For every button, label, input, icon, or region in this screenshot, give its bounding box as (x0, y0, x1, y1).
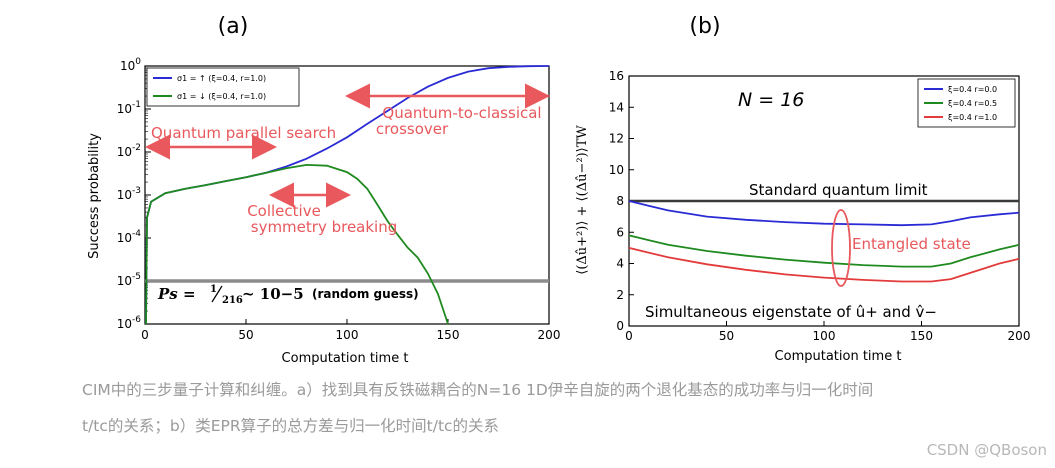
chart-a-xlabel: Computation time t (282, 351, 409, 366)
chart-a-ytick-label: 10-1 (117, 100, 141, 116)
chart-b-xlabel: Computation time t (775, 349, 902, 364)
annotation-eigenstate: Simultaneous eigenstate of û+ and v̂− (645, 303, 937, 321)
random-guess-formula: Ps = 1 216 ~ 10−5 (random guess) (157, 284, 419, 306)
chart-b-series-line-3 (628, 247, 1020, 283)
legend-b-item-2: ξ=0.4 r=0.5 (948, 99, 997, 108)
annotation-collective: Collective (247, 202, 321, 220)
formula-numerator: 1 (210, 284, 217, 295)
chart-a-ytick-label: 10-2 (117, 143, 141, 159)
legend-b-item-3: ξ=0.4 r=1.0 (948, 113, 997, 122)
chart-b-xtick-label: 50 (719, 329, 734, 343)
annotation-crossover-2: crossover (376, 120, 449, 138)
chart-b-ytick-label: 10 (609, 163, 624, 177)
annotation-symmetry-breaking: symmetry breaking (251, 218, 398, 236)
annotation-parallel-search: Quantum parallel search (151, 124, 336, 142)
chart-b-series-line-1 (628, 200, 1020, 227)
annotation-sql: Standard quantum limit (749, 181, 928, 199)
chart-b-xtick-label: 100 (813, 329, 836, 343)
chart-b-ylabel: ⟨(Δû+²)⟩ + ⟨(Δû−²)⟩TW (575, 125, 590, 275)
chart-b-ytick-label: 14 (609, 100, 624, 114)
legend-a-item-2: σ1 = ↓ (ξ=0.4, r=1.0) (177, 92, 266, 101)
chart-b-xtick-label: 0 (625, 329, 633, 343)
formula-note: (random guess) (312, 287, 419, 301)
chart-b: 0 50 100 150 200 0 2 4 6 8 10 12 14 16 N = 16 Standar… (575, 69, 1030, 364)
panel-label-b: (b) (689, 14, 720, 39)
caption-line-2: t/tc的关系；b）类EPR算子的总方差与归一化时间t/tc的关系 (82, 417, 500, 435)
formula-denominator: 216 (222, 295, 243, 306)
chart-b-ytick-label: 16 (609, 69, 624, 83)
chart-a-ylabel: Success probability (87, 133, 102, 259)
panel-label-a: (a) (218, 14, 249, 39)
chart-a-series (145, 65, 550, 325)
chart-b-ytick-label: 0 (616, 319, 624, 333)
chart-a-series-line-2 (145, 163, 449, 325)
chart-b-ytick-label: 6 (616, 225, 624, 239)
chart-b-ytick-label: 2 (616, 288, 624, 302)
chart-a-ytick-label: 10-3 (117, 186, 141, 202)
chart-a-legend: σ1 = ↑ (ξ=0.4, r=1.0) σ1 = ↓ (ξ=0.4, r=1… (146, 67, 300, 107)
chart-b-series-line-2 (628, 234, 1020, 268)
chart-b-ytick-label: 4 (616, 257, 624, 271)
chart-a-xtick-label: 50 (238, 328, 253, 342)
caption-line-1: CIM中的三步量子计算和纠缠。a）找到具有反铁磁耦合的N=16 1D伊辛自旋的两… (82, 381, 874, 399)
chart-b-xtick-label: 150 (910, 329, 933, 343)
annotation-crossover-1: Quantum-to-classical (382, 104, 541, 122)
chart-a-xtick-label: 0 (141, 328, 149, 342)
formula-lhs: Ps = (157, 285, 196, 303)
watermark: CSDN @QBoson (926, 441, 1047, 459)
formula-rhs: ~ 10−5 (242, 285, 304, 303)
legend-a-item-1: σ1 = ↑ (ξ=0.4, r=1.0) (177, 74, 266, 83)
chart-b-ytick-label: 12 (609, 132, 624, 146)
n-label: N = 16 (738, 89, 804, 111)
annotation-entangled: Entangled state (852, 235, 971, 253)
chart-b-ticks: 0 50 100 150 200 0 2 4 6 8 10 12 14 16 (609, 69, 1031, 343)
chart-b-legend: ξ=0.4 r=0.0 ξ=0.4 r=0.5 ξ=0.4 r=1.0 (917, 78, 1016, 128)
chart-a-ytick-label: 10-5 (117, 272, 141, 288)
chart-b-series (628, 200, 1020, 283)
chart-a-ytick-label: 10-4 (117, 229, 142, 245)
legend-b-item-1: ξ=0.4 r=0.0 (948, 85, 997, 94)
entangled-ellipse (831, 209, 851, 287)
chart-a-ytick-label: 100 (120, 57, 141, 73)
chart-a-xtick-label: 150 (437, 328, 460, 342)
chart-a-xtick-label: 200 (538, 328, 561, 342)
chart-a-xtick-label: 100 (336, 328, 359, 342)
chart-b-xtick-label: 200 (1008, 329, 1031, 343)
chart-b-ytick-label: 8 (616, 194, 624, 208)
chart-a: 0 50 100 150 20010-610-510-410-310-210-1100 … (87, 57, 560, 366)
chart-a-ticks: 0 50 100 150 200 10-6 10-5 10-4 10-3 10-2 10-1 100 (117, 57, 561, 342)
chart-a-ytick-label: 10-6 (117, 315, 142, 331)
